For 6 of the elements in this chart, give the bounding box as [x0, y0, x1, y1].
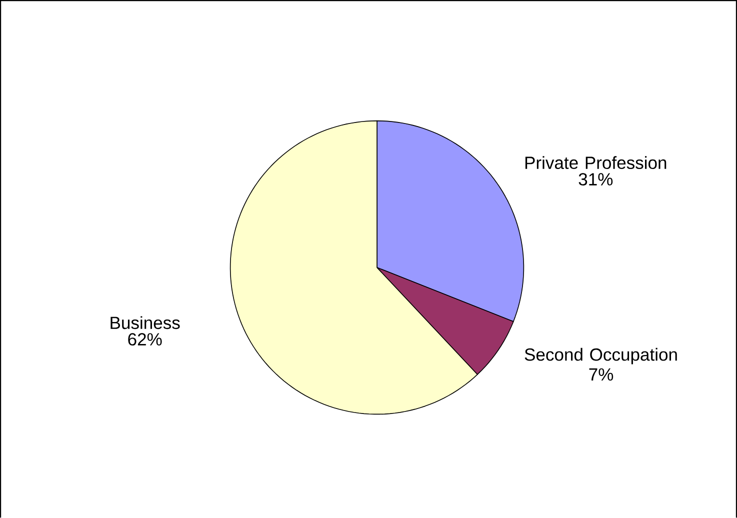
- data-label: 62%: [128, 333, 162, 346]
- slice-label: Business: [110, 316, 180, 330]
- data-label: 7%: [589, 368, 614, 381]
- slice-label: Private Profession: [525, 156, 666, 169]
- data-label: 31%: [578, 173, 613, 186]
- slice-label: Second Occupation: [524, 348, 677, 364]
